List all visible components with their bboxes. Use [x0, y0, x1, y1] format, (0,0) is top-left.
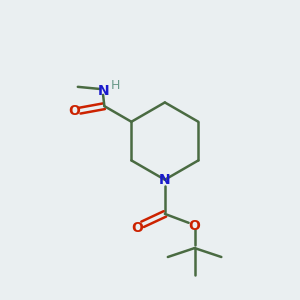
Text: O: O: [189, 219, 200, 233]
Text: H: H: [111, 80, 120, 92]
Text: N: N: [97, 84, 109, 98]
Text: N: N: [159, 173, 171, 187]
Text: O: O: [68, 104, 80, 118]
Text: O: O: [131, 221, 143, 235]
